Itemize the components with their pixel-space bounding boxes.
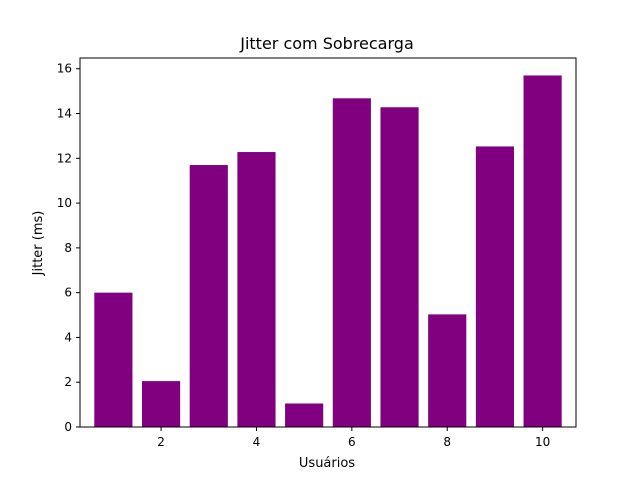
- x-tick-label: 4: [253, 435, 261, 449]
- y-tick-label: 14: [57, 107, 72, 121]
- y-tick-label: 12: [57, 151, 72, 165]
- bar-user-1: [94, 292, 133, 427]
- y-tick-label: 8: [64, 241, 72, 255]
- x-axis-label: Usuários: [299, 456, 355, 471]
- y-tick-label: 0: [64, 420, 72, 434]
- y-tick-label: 2: [64, 375, 72, 389]
- y-tick-label: 10: [57, 196, 72, 210]
- x-tick-label: 10: [535, 435, 550, 449]
- bar-user-3: [189, 165, 228, 428]
- bar-user-7: [380, 107, 419, 428]
- bar-user-8: [428, 314, 467, 427]
- y-axis-label: Jitter (ms): [31, 211, 46, 277]
- bar-user-4: [237, 152, 276, 427]
- x-ticks: 2 4 6 8 10: [157, 427, 550, 449]
- x-tick-label: 8: [443, 435, 451, 449]
- bar-user-9: [475, 146, 514, 427]
- chart-title: Jitter com Sobrecarga: [239, 34, 414, 53]
- bar-user-10: [523, 75, 562, 427]
- y-tick-label: 4: [64, 330, 72, 344]
- plot-frame: [79, 57, 577, 428]
- bar-user-2: [142, 381, 181, 427]
- bar-user-5: [285, 403, 324, 427]
- y-tick-label: 16: [57, 62, 72, 76]
- x-tick-label: 6: [348, 435, 356, 449]
- x-tick-label: 2: [157, 435, 165, 449]
- y-ticks: 0 2 4 6 8 10 12 14 16: [57, 62, 80, 434]
- bar-user-6: [332, 98, 371, 427]
- y-tick-label: 6: [64, 286, 72, 300]
- bars-group: [94, 75, 562, 428]
